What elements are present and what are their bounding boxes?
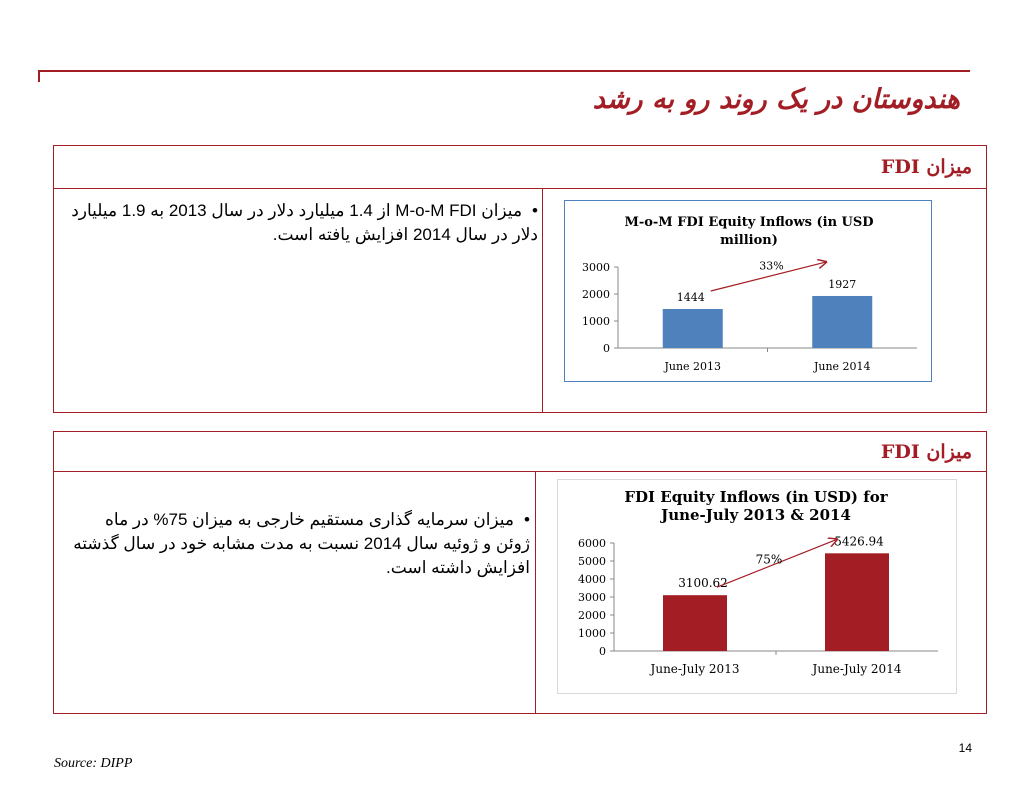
x-category-label: June 2013 [663, 360, 721, 373]
slide-title: هندوستان در یک روند رو به رشد [592, 84, 960, 115]
data-label: 3100.62 [678, 576, 728, 590]
june-july-fdi-chart: FDI Equity Inflows (in USD) forJune-July… [578, 488, 938, 676]
panel-2-header: میزان FDI [54, 432, 986, 472]
growth-arrow [716, 539, 837, 588]
growth-arrow [710, 262, 827, 292]
x-category-label: June 2014 [813, 360, 871, 373]
chart-title-line: million) [720, 233, 778, 248]
y-tick-label: 5000 [578, 555, 606, 568]
data-label: 1927 [828, 278, 856, 291]
fdi-panel-1: میزان FDI •میزان M-o-M FDI از 1.4 میلیار… [53, 145, 987, 413]
chart-1-box: M-o-M FDI Equity Inflows (in USD million)… [564, 200, 932, 382]
panel-2-divider [535, 472, 536, 714]
y-tick-label: 1000 [578, 627, 606, 640]
bar [825, 553, 889, 651]
mom-fdi-chart: M-o-M FDI Equity Inflows (in USD million)… [582, 215, 917, 373]
chart-title-line: M-o-M FDI Equity Inflows (in USD [624, 215, 873, 230]
bar [812, 295, 873, 348]
chart-title-line: FDI Equity Inflows (in USD) for [624, 488, 888, 506]
growth-label: 33% [759, 259, 783, 272]
chart-2-box: FDI Equity Inflows (in USD) for June-July… [557, 479, 957, 694]
data-label: 5426.94 [834, 534, 884, 548]
panel-1-divider [542, 189, 543, 413]
x-category-label: June-July 2014 [811, 662, 902, 676]
growth-label: 75% [756, 552, 783, 566]
y-tick-label: 1000 [582, 315, 610, 328]
panel-2-bullet-text: میزان سرمایه گذاری مستقیم خارجی به میزان… [73, 510, 530, 577]
y-tick-label: 2000 [578, 609, 606, 622]
top-rule-tick [38, 70, 40, 82]
chart-title-line: June-July 2013 & 2014 [659, 506, 851, 524]
panel-2-bullet: •میزان سرمایه گذاری مستقیم خارجی به میزا… [68, 508, 530, 580]
panel-1-bullet: •میزان M-o-M FDI از 1.4 میلیارد دلار در … [68, 199, 538, 247]
data-label: 1444 [677, 291, 705, 304]
bullet-dot: • [532, 201, 538, 220]
y-tick-label: 4000 [578, 573, 606, 586]
y-tick-label: 3000 [578, 591, 606, 604]
panel-1-header: میزان FDI [54, 146, 986, 189]
bullet-dot: • [524, 510, 530, 529]
bar [663, 595, 727, 651]
y-tick-label: 0 [599, 645, 606, 658]
y-tick-label: 3000 [582, 261, 610, 274]
bar [662, 309, 723, 348]
top-rule [38, 70, 970, 72]
panel-1-bullet-text: میزان M-o-M FDI از 1.4 میلیارد دلار در س… [71, 201, 538, 244]
fdi-panel-2: میزان FDI •میزان سرمایه گذاری مستقیم خار… [53, 431, 987, 714]
x-category-label: June-July 2013 [649, 662, 740, 676]
page-number: 14 [958, 741, 972, 755]
y-tick-label: 2000 [582, 288, 610, 301]
y-tick-label: 6000 [578, 537, 606, 550]
source-note: Source: DIPP [54, 756, 133, 771]
y-tick-label: 0 [603, 342, 610, 355]
